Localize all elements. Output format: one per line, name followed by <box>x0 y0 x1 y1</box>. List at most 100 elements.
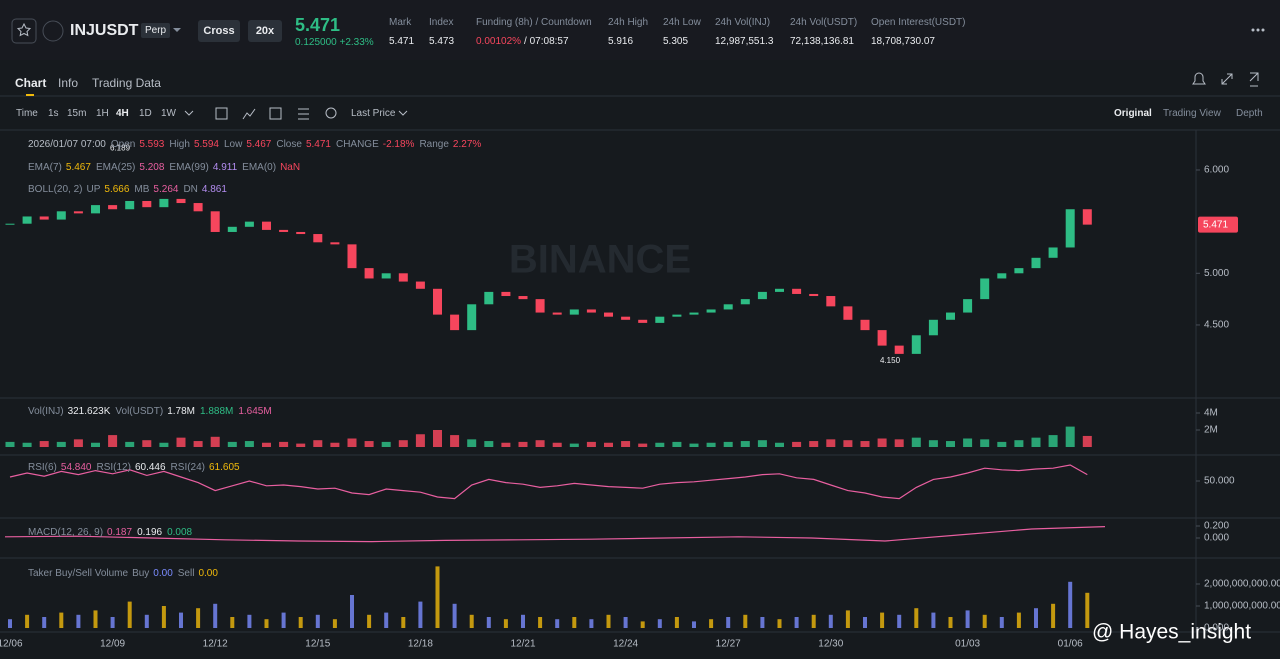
view-option[interactable]: Trading View <box>1163 108 1221 119</box>
stat-number: 5.471 <box>389 36 415 47</box>
stat-number: 12,987,551.3 <box>715 36 774 47</box>
expand-icon[interactable] <box>1221 73 1233 85</box>
margin-mode-button[interactable]: Cross <box>198 20 240 42</box>
volume-bar <box>826 439 836 447</box>
volume-bar <box>792 441 802 447</box>
interval[interactable]: 4H <box>116 108 129 119</box>
legend-row: EMA(7) 5.467 EMA(25) 5.208 EMA(99) 4.911 EMA(0… <box>28 162 305 173</box>
stat-number: 5.305 <box>663 36 689 47</box>
volume-bar <box>193 441 203 447</box>
volume-bar <box>1014 440 1024 447</box>
price-annotation: 6.189 <box>110 144 131 153</box>
volume-bar <box>604 442 613 447</box>
taker-bar <box>247 614 252 628</box>
candle <box>604 312 613 317</box>
taker-bar <box>401 617 406 628</box>
candle <box>997 273 1007 279</box>
legend-value: 4.911 <box>212 161 238 173</box>
candle <box>672 314 682 317</box>
stat-value: 12,987,551.3 <box>715 36 773 47</box>
candle <box>398 273 408 282</box>
candle <box>638 319 648 323</box>
candle <box>5 223 15 225</box>
x-tick-label: 12/21 <box>510 639 535 650</box>
candle <box>501 291 511 297</box>
stat-value: 72,138,136.81 <box>790 36 854 47</box>
taker-bar <box>538 617 543 628</box>
stat-label: 24h High <box>608 17 649 28</box>
interval[interactable]: 1s <box>48 108 59 119</box>
price-type[interactable]: Last Price <box>351 108 396 119</box>
legend-label: RSI(6) <box>28 462 57 473</box>
candle <box>142 200 152 208</box>
volume-bar <box>706 442 716 447</box>
taker-bar <box>435 566 440 628</box>
volume-bar <box>535 440 545 447</box>
taker-bar <box>777 619 782 628</box>
view-option[interactable]: Depth <box>1236 108 1263 119</box>
macd-line <box>4 526 1106 543</box>
candle <box>655 316 665 323</box>
x-tick-label: 12/27 <box>716 639 741 650</box>
volume-bar <box>56 441 66 447</box>
last-price: 5.471 <box>295 15 341 35</box>
y-tick-label: 2M <box>1204 425 1218 436</box>
legend-label: Vol(USDT) <box>115 406 164 417</box>
tab[interactable]: Info <box>58 76 79 90</box>
interval[interactable]: 15m <box>67 108 87 119</box>
y-tick-label: 0.000 <box>1204 623 1229 634</box>
interval[interactable]: 1W <box>161 108 176 119</box>
legend-value: 5.208 <box>139 161 165 173</box>
stat-value: 5.473 <box>429 36 454 47</box>
legend-value: 321.623K <box>67 406 111 417</box>
taker-bar <box>914 608 919 628</box>
taker-bar <box>555 619 560 628</box>
tab[interactable]: Trading Data <box>92 76 161 90</box>
toolbar-icons[interactable] <box>184 107 408 120</box>
dropdown-icon[interactable] <box>173 28 181 32</box>
taker-bar <box>127 601 132 628</box>
candle <box>963 299 973 313</box>
legend-value: 60.446 <box>134 462 166 473</box>
view-option[interactable]: Original <box>1114 108 1152 119</box>
legend-value: 5.594 <box>193 139 219 150</box>
y-tick-label: 4M <box>1204 408 1218 419</box>
taker-bar <box>418 601 423 628</box>
candle <box>1082 209 1092 225</box>
candle <box>91 205 100 214</box>
candle <box>980 278 990 300</box>
legend-value: 1.78M <box>167 406 195 417</box>
volume-bar <box>621 441 631 447</box>
leverage-button[interactable]: 20x <box>248 20 282 42</box>
volume-bar <box>5 441 15 447</box>
volume-bar <box>22 442 32 447</box>
volume-bar <box>73 439 83 447</box>
volume-bar <box>467 439 477 447</box>
taker-bar <box>931 612 936 628</box>
volume-bar <box>569 443 579 447</box>
interval: Time <box>16 108 38 119</box>
volume-bar <box>638 443 648 447</box>
credit: @ Hayes_insight <box>1092 621 1251 644</box>
interval[interactable]: 1D <box>139 108 152 119</box>
stat-label: 24h Vol(USDT) <box>790 17 858 28</box>
taker-bar <box>794 617 799 628</box>
legend-label: Range <box>419 139 449 150</box>
y-tick-label: 2,000,000,000.000 <box>1204 579 1280 590</box>
taker-bar <box>486 617 491 628</box>
taker-bar <box>828 614 833 628</box>
stat-label: 24h Vol(INJ) <box>715 17 771 28</box>
tab[interactable]: Chart <box>15 76 47 90</box>
candle <box>809 293 819 297</box>
volume-bar <box>142 440 152 447</box>
popout-icon[interactable] <box>1249 72 1259 87</box>
taker-bar <box>315 614 320 628</box>
favorite-button[interactable] <box>11 18 37 44</box>
alert-icon[interactable] <box>1192 72 1206 85</box>
volume-bar <box>39 441 49 447</box>
interval[interactable]: 1H <box>96 108 109 119</box>
taker-bar <box>350 595 354 628</box>
more-icon[interactable] <box>1251 28 1265 32</box>
legend-label: EMA(99) <box>169 161 209 173</box>
